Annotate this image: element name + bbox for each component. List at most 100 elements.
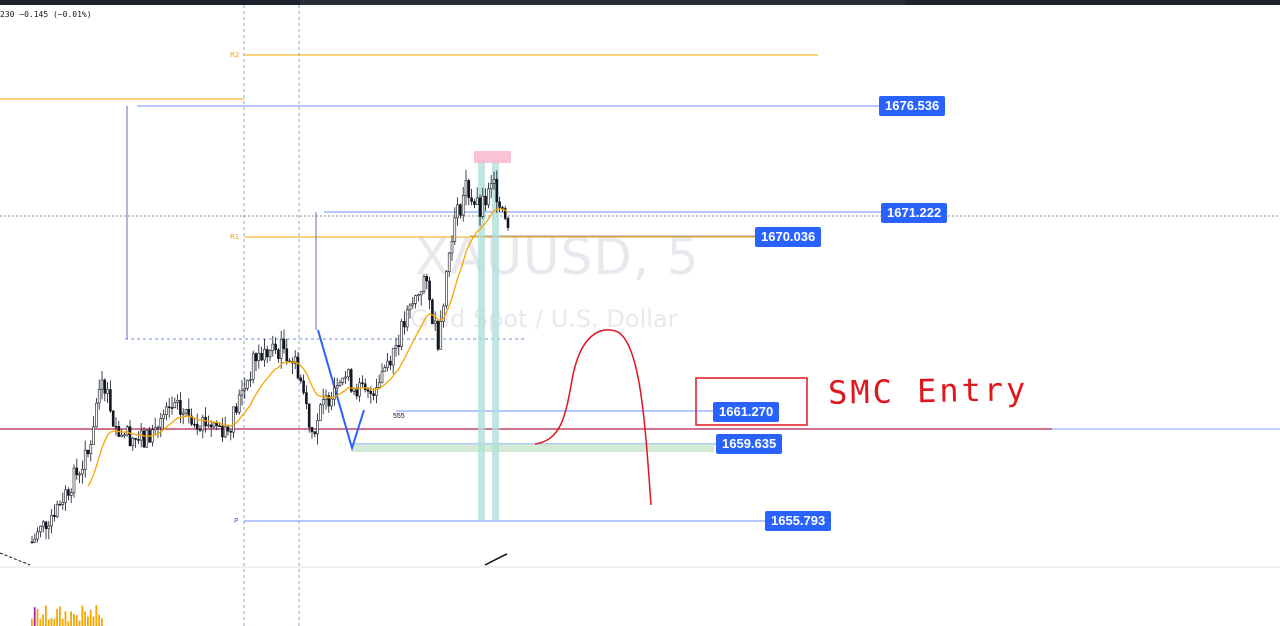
- volume-histogram: [31, 605, 103, 626]
- candle-body: [447, 252, 451, 272]
- moving-average-line: [87, 208, 509, 487]
- volume-bar: [36, 608, 39, 626]
- candle-body: [369, 391, 373, 395]
- candle-body: [251, 353, 255, 380]
- candle-body: [358, 382, 361, 397]
- candle-body: [307, 403, 311, 428]
- candle-body: [41, 521, 45, 527]
- candle-body: [461, 195, 465, 216]
- candle-body: [274, 343, 277, 351]
- r2-label: R2: [230, 51, 240, 59]
- candle-body: [128, 426, 132, 446]
- candle-body: [167, 406, 171, 409]
- candle-body: [67, 489, 70, 496]
- volume-bar: [56, 609, 58, 626]
- candle-body: [100, 379, 104, 390]
- candle-body: [159, 418, 163, 428]
- candle-body: [55, 503, 59, 517]
- candle-body: [184, 409, 188, 414]
- candle-body: [436, 320, 440, 350]
- volume-bar: [53, 618, 56, 626]
- volume-bar: [78, 620, 81, 626]
- volume-bar: [64, 611, 67, 626]
- candle-body: [81, 469, 84, 475]
- candle-body: [195, 423, 199, 430]
- candle-body: [380, 371, 384, 384]
- candle-body: [333, 387, 336, 400]
- volume-bar: [84, 611, 86, 626]
- entry-box: [695, 377, 808, 426]
- candle-body: [47, 525, 51, 530]
- candle-body: [145, 429, 149, 448]
- candle-body: [89, 444, 93, 455]
- candle-body: [375, 387, 378, 396]
- candle-body: [201, 416, 205, 431]
- candle-body: [237, 394, 241, 413]
- candle-body: [263, 349, 266, 361]
- price-tag-1659[interactable]: 1659.635: [716, 434, 783, 454]
- candle-body: [271, 343, 275, 352]
- volume-bar: [39, 618, 42, 626]
- candle-body: [44, 521, 48, 530]
- candle-body: [193, 423, 196, 426]
- candle-body: [223, 426, 227, 438]
- candle-body: [481, 195, 485, 217]
- candle-body: [495, 178, 499, 203]
- candle-body: [170, 407, 174, 409]
- candle-body: [366, 389, 370, 392]
- candle-body: [277, 349, 280, 359]
- candle-body: [111, 410, 115, 427]
- candle-body: [106, 389, 109, 394]
- candle-body: [422, 276, 426, 292]
- volume-bar: [70, 611, 72, 626]
- candle-body: [235, 406, 238, 413]
- candle-body: [69, 492, 73, 496]
- candle-body: [33, 538, 37, 543]
- candle-body: [114, 426, 118, 428]
- r1-label: R1: [230, 233, 240, 241]
- zigzag-line: [317, 329, 365, 452]
- candle-body: [433, 320, 437, 324]
- candle-body: [282, 338, 286, 350]
- volume-bar: [101, 618, 103, 626]
- candle-body: [279, 338, 283, 359]
- candle-body: [383, 367, 387, 373]
- candle-body: [313, 431, 317, 435]
- candles-group: [30, 169, 510, 544]
- candle-body: [338, 382, 342, 386]
- candle-body: [414, 295, 417, 304]
- candle-body: [156, 426, 160, 429]
- candle-body: [296, 356, 300, 379]
- candle-body: [302, 380, 305, 393]
- candle-body: [397, 345, 401, 347]
- projection-curve: [534, 329, 652, 506]
- price-tag-1661[interactable]: 1661.270: [713, 402, 780, 422]
- price-tag-1670[interactable]: 1670.036: [755, 227, 822, 247]
- candle-body: [187, 409, 191, 417]
- candle-body: [120, 434, 123, 437]
- candle-body: [453, 217, 457, 242]
- candle-body: [153, 427, 157, 431]
- candle-body: [316, 420, 319, 435]
- candle-body: [341, 377, 345, 383]
- candle-body: [137, 439, 140, 441]
- candle-body: [92, 426, 95, 445]
- candle-body: [347, 369, 350, 378]
- volume-bar: [95, 605, 98, 626]
- candle-body: [428, 280, 431, 301]
- candle-body: [285, 348, 289, 362]
- volume-bar: [92, 616, 95, 626]
- candle-body: [75, 467, 79, 476]
- candle-body: [83, 449, 87, 470]
- volume-bar: [33, 607, 36, 626]
- candle-body: [324, 395, 328, 400]
- price-tag-1676[interactable]: 1676.536: [879, 96, 946, 116]
- candle-body: [456, 204, 459, 219]
- candle-body: [475, 197, 479, 205]
- price-tag-1655[interactable]: 1655.793: [765, 511, 832, 531]
- candle-body: [473, 201, 476, 205]
- price-tag-1671[interactable]: 1671.222: [881, 203, 948, 223]
- candle-body: [165, 406, 168, 416]
- candle-body: [179, 400, 182, 415]
